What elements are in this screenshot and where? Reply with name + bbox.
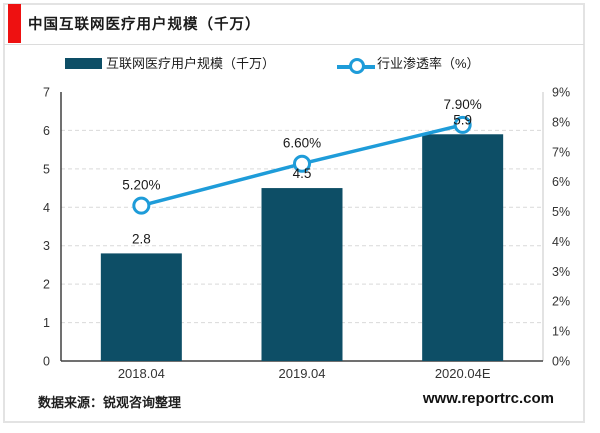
legend-bar-swatch: [65, 58, 102, 69]
left-axis-tick-label: 0: [43, 355, 50, 369]
page-title: 中国互联网医疗用户规模（千万）: [28, 17, 261, 33]
legend-label-users: 互联网医疗用户规模（千万）: [106, 56, 276, 71]
x-axis-label: 2020.04E: [435, 366, 491, 381]
bar: [100, 253, 182, 361]
right-axis-tick-label: 5%: [552, 205, 570, 219]
left-axis-tick-label: 6: [43, 124, 50, 138]
left-axis-tick-label: 2: [43, 278, 50, 292]
left-axis-tick-label: 7: [43, 86, 50, 100]
left-axis-tick-label: 1: [43, 316, 50, 330]
line-marker: [453, 115, 472, 134]
line-marker: [132, 196, 151, 215]
legend-label-penetration: 行业渗透率（%）: [377, 56, 480, 71]
legend-line-marker-icon: [349, 58, 365, 74]
data-source-note: 数据来源：锐观咨询整理: [38, 395, 182, 410]
right-axis-tick-label: 9%: [552, 86, 570, 100]
bar: [261, 188, 343, 361]
right-axis-tick-label: 1%: [552, 325, 570, 339]
line-value-label: 6.60%: [283, 136, 321, 151]
right-axis-tick-label: 8%: [552, 115, 570, 129]
left-axis-tick-label: 4: [43, 201, 50, 215]
header-divider: [4, 44, 584, 45]
right-axis-tick-label: 2%: [552, 295, 570, 309]
right-axis-tick-label: 3%: [552, 265, 570, 279]
bar-value-label: 5.9: [453, 112, 472, 127]
x-axis-label: 2018.04: [118, 366, 165, 381]
bar-value-label: 4.5: [293, 166, 312, 181]
line-marker: [293, 154, 311, 173]
website-link[interactable]: www.reportrc.com: [422, 390, 554, 407]
left-axis-tick-label: 3: [43, 239, 50, 253]
line-value-label: 5.20%: [122, 178, 160, 193]
right-axis-tick-label: 7%: [552, 145, 570, 159]
right-axis-tick-label: 4%: [552, 235, 570, 249]
right-axis-tick-label: 0%: [552, 355, 570, 369]
left-axis-tick-label: 5: [43, 162, 50, 176]
x-axis-label: 2019.04: [279, 366, 326, 381]
chart-canvas: 0 1 2 3 4 5 6 7 0% 1% 2% 3% 4% 5% 6% 7% 8% 9% 2.8 4.5 5.9 5.2…: [43, 86, 570, 382]
bar-value-label: 2.8: [132, 231, 151, 246]
title-accent-block: [8, 4, 21, 43]
right-axis-tick-label: 6%: [552, 175, 570, 189]
line-value-label: 7.90%: [444, 97, 482, 112]
bar: [422, 134, 504, 361]
